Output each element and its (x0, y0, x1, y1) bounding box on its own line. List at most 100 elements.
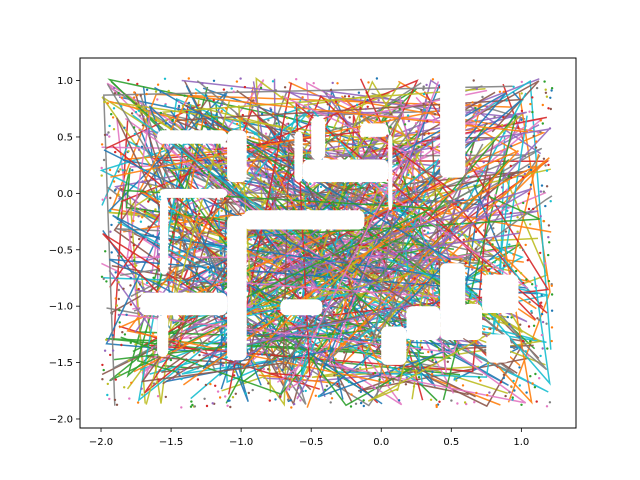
sample-point (472, 79, 475, 82)
sample-point (453, 223, 456, 226)
sample-point (194, 208, 197, 211)
sample-point (435, 404, 438, 407)
sample-point (200, 169, 204, 173)
sample-point (296, 396, 299, 399)
sample-point (329, 88, 333, 92)
sample-point (267, 179, 271, 182)
sample-point (128, 397, 131, 400)
sample-point (520, 118, 523, 122)
sample-point (176, 260, 179, 264)
sample-point (271, 80, 275, 83)
sample-point (319, 375, 322, 378)
sample-point (220, 110, 223, 113)
series-line-291 (154, 86, 452, 318)
sample-point (534, 372, 537, 376)
sample-point (521, 176, 525, 179)
sample-point (399, 364, 402, 368)
sample-point (330, 316, 334, 319)
sample-point (354, 183, 357, 186)
sample-point (371, 265, 374, 269)
series-line-298 (372, 143, 484, 344)
sample-point (510, 145, 513, 148)
sample-point (254, 233, 257, 236)
sample-point (527, 354, 530, 357)
sample-point (104, 196, 108, 199)
sample-point (506, 315, 509, 319)
sample-point (367, 371, 370, 374)
sample-point (550, 326, 554, 329)
sample-point (242, 198, 246, 201)
sample-point (369, 246, 372, 249)
obstacle-14 (440, 78, 466, 178)
sample-point (130, 235, 133, 239)
series-line-204 (120, 79, 419, 237)
sample-point (397, 399, 401, 402)
sample-point (550, 89, 553, 92)
sample-point (430, 147, 433, 150)
sample-point (181, 104, 185, 108)
sample-point (393, 201, 396, 205)
sample-point (369, 349, 373, 353)
sample-point (263, 277, 267, 281)
sample-point (183, 94, 186, 97)
sample-point (193, 116, 197, 119)
sample-point (192, 351, 196, 354)
sample-point (293, 198, 296, 202)
sample-point (516, 216, 519, 219)
sample-point (222, 283, 225, 286)
sample-point (518, 366, 521, 369)
sample-point (259, 86, 263, 90)
sample-point (481, 95, 484, 99)
sample-point (508, 243, 511, 246)
sample-point (253, 264, 256, 267)
sample-point (474, 184, 477, 188)
sample-point (129, 303, 133, 306)
sample-point (251, 90, 254, 93)
sample-point (176, 229, 179, 232)
sample-point (243, 85, 247, 89)
sample-point (529, 223, 532, 226)
sample-point (118, 309, 121, 312)
sample-point (291, 162, 294, 165)
sample-point (195, 204, 199, 208)
sample-point (370, 329, 373, 332)
sample-point (517, 126, 520, 129)
sample-point (224, 361, 227, 364)
sample-point (340, 338, 343, 341)
sample-point (137, 243, 141, 246)
sample-point (533, 386, 537, 389)
sample-point (180, 151, 184, 154)
sample-point (431, 370, 434, 374)
sample-point (119, 168, 122, 171)
sample-point (310, 202, 314, 205)
sample-point (117, 91, 120, 95)
sample-point (539, 130, 542, 134)
sample-point (374, 286, 377, 290)
sample-point (352, 351, 355, 354)
obstacle-9 (294, 131, 303, 183)
sample-point (273, 198, 277, 201)
sample-point (423, 105, 426, 108)
sample-point (127, 78, 130, 82)
sample-point (138, 128, 141, 132)
sample-point (290, 406, 293, 409)
sample-point (226, 404, 229, 407)
sample-point (330, 397, 334, 400)
sample-point (413, 301, 416, 305)
sample-point (222, 88, 226, 91)
sample-point (372, 186, 376, 190)
sample-point (418, 176, 421, 179)
sample-point (204, 221, 207, 225)
sample-point (328, 332, 331, 335)
sample-point (140, 104, 143, 107)
sample-point (157, 253, 160, 256)
sample-point (384, 195, 388, 198)
sample-point (486, 362, 490, 365)
sample-point (377, 354, 381, 358)
sample-point (482, 263, 486, 266)
sample-point (415, 130, 418, 133)
sample-point (215, 113, 218, 116)
sample-point (247, 323, 250, 326)
sample-point (201, 82, 204, 85)
sample-point (334, 357, 337, 361)
